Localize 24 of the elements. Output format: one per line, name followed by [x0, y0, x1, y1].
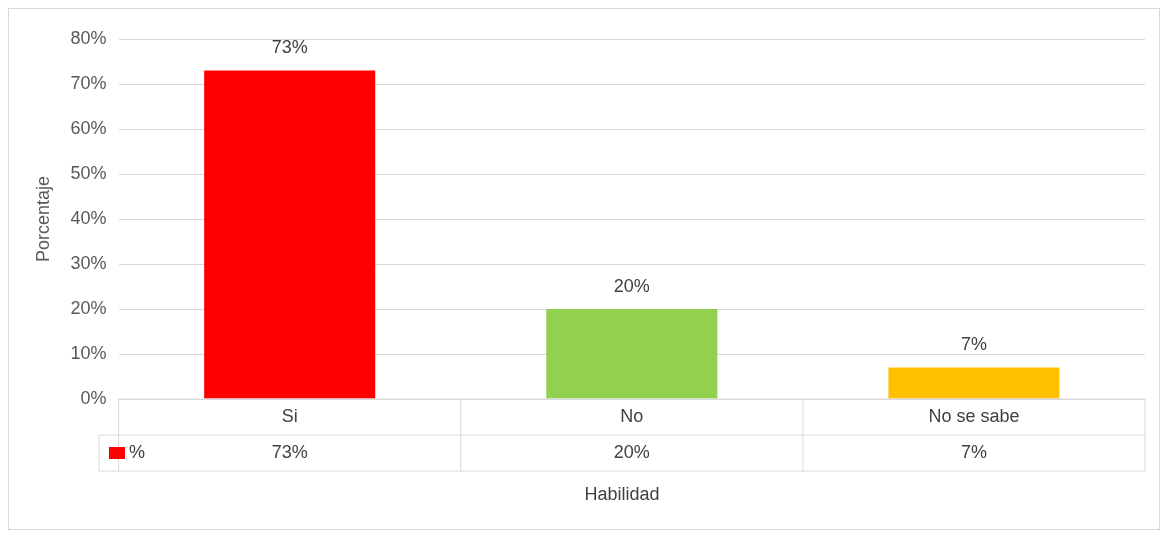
bar — [546, 309, 718, 399]
y-tick-label: 0% — [80, 387, 107, 408]
data-label: 7% — [960, 441, 987, 462]
x-tick-label: Si — [281, 405, 298, 426]
x-axis-title: Habilidad — [584, 483, 660, 504]
legend-label: % — [129, 441, 146, 462]
y-tick-label: 70% — [70, 72, 107, 93]
y-tick-label: 80% — [70, 27, 107, 48]
bar — [204, 70, 376, 399]
text: 20% — [613, 275, 650, 296]
bar — [888, 367, 1060, 399]
text: 7% — [960, 334, 987, 355]
x-tick-label: No — [620, 405, 644, 426]
data-label: 73% — [271, 441, 308, 462]
y-tick-label: 30% — [70, 252, 107, 273]
x-tick-label: No se sabe — [928, 405, 1020, 426]
y-tick-label: 10% — [70, 342, 107, 363]
y-axis-title: Porcentaje — [32, 175, 53, 263]
y-tick-label: 60% — [70, 117, 107, 138]
data-label: 20% — [613, 441, 650, 462]
text: 73% — [271, 37, 308, 58]
y-tick-label: 50% — [70, 162, 107, 183]
y-tick-label: 20% — [70, 297, 107, 318]
y-tick-label: 40% — [70, 207, 107, 228]
